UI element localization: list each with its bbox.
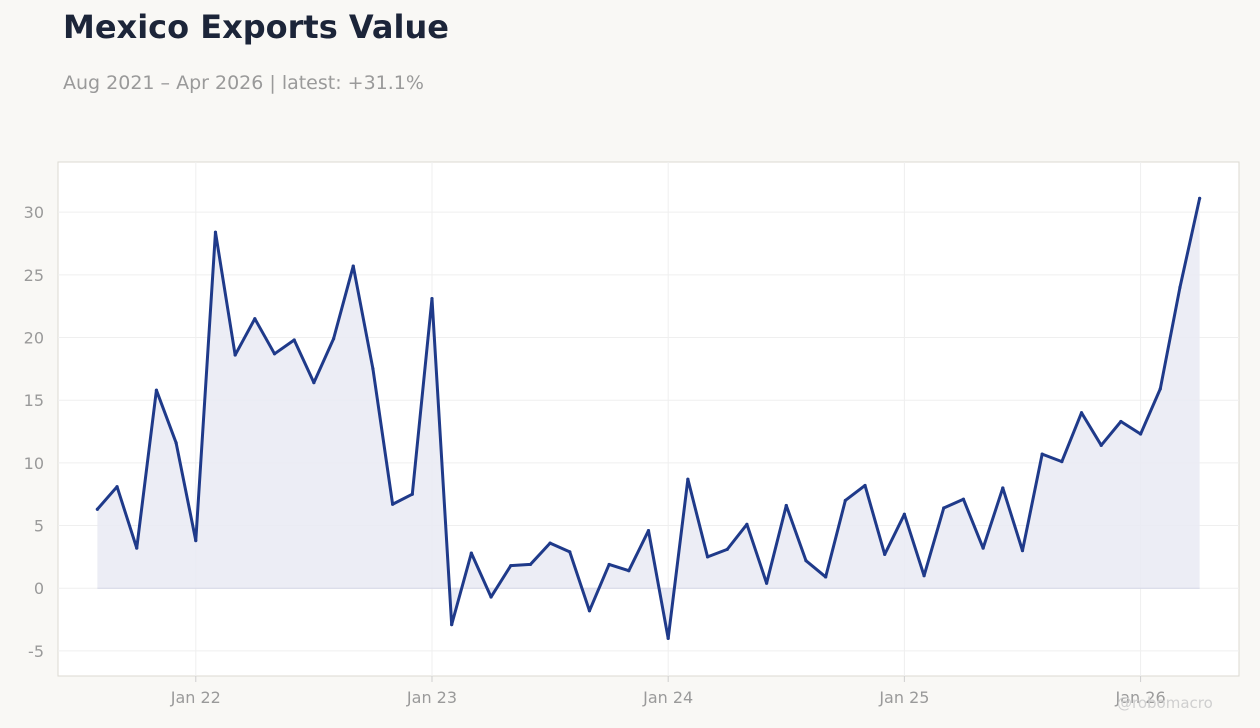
data-point <box>509 564 513 568</box>
data-point <box>528 562 533 567</box>
y-tick-label: 5 <box>34 517 44 536</box>
data-point <box>942 506 946 510</box>
data-point <box>883 552 887 557</box>
data-point <box>686 477 690 481</box>
chart-title: Mexico Exports Value <box>63 8 449 46</box>
data-point <box>95 507 99 511</box>
data-point <box>371 367 375 371</box>
data-point <box>961 497 966 501</box>
data-point <box>863 483 867 488</box>
y-tick-label: 30 <box>24 203 44 222</box>
data-point <box>272 352 277 356</box>
data-point <box>450 623 454 627</box>
data-point <box>154 388 159 392</box>
data-point <box>824 575 828 579</box>
data-point <box>469 551 473 555</box>
data-point <box>1001 486 1005 490</box>
data-point <box>1178 285 1182 289</box>
y-tick-label: 15 <box>24 391 44 410</box>
area-fill <box>97 198 1200 639</box>
y-tick-label: 20 <box>24 329 44 348</box>
watermark: @robomacro <box>1117 694 1213 712</box>
data-point <box>1060 460 1064 464</box>
data-point <box>292 338 296 342</box>
data-point <box>410 492 414 496</box>
chart-subtitle: Aug 2021 – Apr 2026 | latest: +31.1% <box>63 72 424 94</box>
data-point <box>804 559 808 563</box>
data-point <box>843 498 847 503</box>
y-axis-ticks: -5 0 5 10 15 20 25 30 <box>24 203 44 661</box>
data-point <box>331 337 336 341</box>
data-point <box>784 503 788 508</box>
data-point <box>981 546 985 550</box>
data-point <box>902 512 906 516</box>
x-tick-label: Jan 25 <box>878 688 929 707</box>
data-point <box>745 522 749 526</box>
y-tick-label: 25 <box>24 266 44 285</box>
data-point <box>391 502 395 506</box>
x-tick-label: Jan 26 <box>1115 688 1166 707</box>
x-tick-label: Jan 23 <box>406 688 457 707</box>
data-point <box>548 541 552 545</box>
data-point <box>489 595 493 599</box>
data-point <box>705 555 710 559</box>
data-point <box>1158 387 1162 391</box>
data-point <box>312 381 316 385</box>
data-point <box>646 528 651 533</box>
y-tick-label: -5 <box>28 642 44 661</box>
data-point <box>627 569 631 573</box>
data-point <box>725 547 729 551</box>
data-point <box>194 539 198 543</box>
data-point <box>1099 443 1103 447</box>
data-point <box>115 485 119 489</box>
data-points <box>95 196 1202 640</box>
x-tick-label: Jan 24 <box>642 688 693 707</box>
data-point <box>1138 432 1143 436</box>
data-point <box>351 264 355 268</box>
data-point <box>1020 549 1025 553</box>
data-point <box>587 609 592 613</box>
y-tick-label: 0 <box>34 579 44 598</box>
y-tick-label: 10 <box>24 454 44 473</box>
data-point <box>253 317 257 321</box>
data-point <box>1119 419 1123 424</box>
data-point <box>213 230 218 234</box>
data-point <box>765 581 769 585</box>
data-point <box>174 441 178 445</box>
data-point <box>922 574 926 578</box>
data-point <box>233 353 237 357</box>
x-axis-ticks: Jan 22 Jan 23 Jan 24 Jan 25 Jan 26 <box>170 676 1166 707</box>
data-point <box>1040 452 1044 456</box>
data-point <box>666 636 670 640</box>
data-point <box>1198 196 1202 200</box>
x-tick-label: Jan 22 <box>170 688 221 707</box>
data-point <box>568 550 572 554</box>
data-point <box>430 297 434 301</box>
data-point <box>135 546 139 550</box>
data-point <box>1079 411 1084 415</box>
data-point <box>607 562 611 567</box>
